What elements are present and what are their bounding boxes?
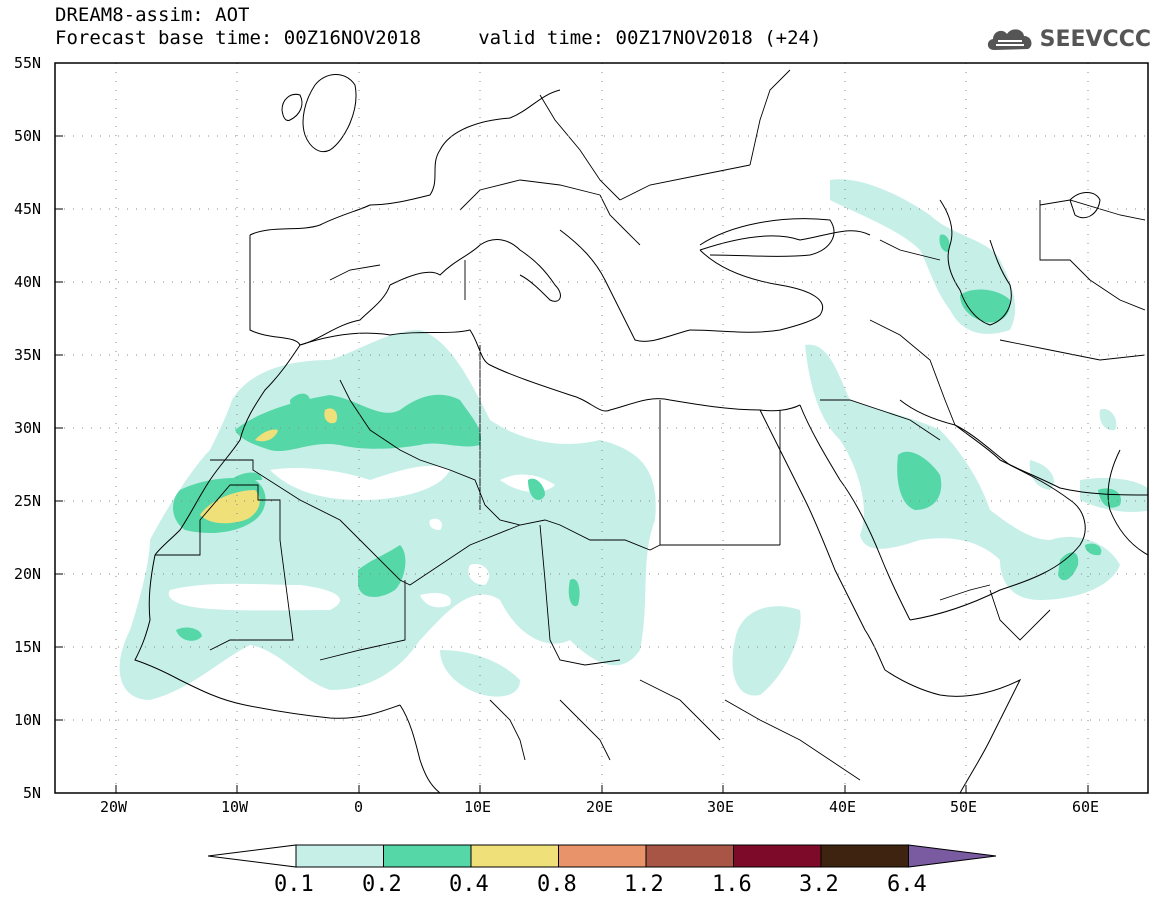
colorbar-segment-over xyxy=(908,844,997,868)
lon-label: 10E xyxy=(464,798,492,816)
colorbar-segment xyxy=(295,844,384,868)
colorbar-label: 1.6 xyxy=(712,872,752,897)
lat-label: 40N xyxy=(14,273,42,291)
lat-label: 10N xyxy=(14,711,42,729)
colorbar-segment xyxy=(470,844,559,868)
colorbar-label: 6.4 xyxy=(887,872,927,897)
lon-label: 0 xyxy=(354,798,364,816)
axis-ticks xyxy=(55,62,1089,794)
colorbar-label: 1.2 xyxy=(624,872,664,897)
lat-label: 25N xyxy=(14,492,42,510)
seevccc-logo: SEEVCCC xyxy=(984,22,1151,56)
map-frame-bg xyxy=(55,63,1148,793)
coastlines xyxy=(134,89,1148,793)
colorbar-label: 0.1 xyxy=(274,872,314,897)
political-borders xyxy=(155,69,1146,781)
colorbar-segment xyxy=(645,844,734,868)
lat-label: 55N xyxy=(14,54,42,72)
colorbar-label: 0.8 xyxy=(537,872,577,897)
colorbar-label: 0.4 xyxy=(449,872,489,897)
colorbar xyxy=(207,844,997,868)
lat-label: 20N xyxy=(14,565,42,583)
map-title: DREAM8-assim: AOT xyxy=(55,4,250,26)
logo-text: SEEVCCC xyxy=(1039,26,1151,52)
lon-label: 20W xyxy=(100,798,128,816)
aot-band-0.4 xyxy=(200,408,338,524)
lon-label: 20E xyxy=(586,798,614,816)
lat-label: 35N xyxy=(14,346,42,364)
cloud-icon xyxy=(987,29,1032,50)
lon-label: 60E xyxy=(1072,798,1100,816)
map-subtitle: Forecast base time: 00Z16NOV2018 valid t… xyxy=(55,27,822,49)
lon-label: 40E xyxy=(829,798,857,816)
lon-label: 30E xyxy=(707,798,735,816)
lat-label: 50N xyxy=(14,127,42,145)
colorbar-segment xyxy=(558,844,647,868)
lat-label: 15N xyxy=(14,638,42,656)
colorbar-label: 3.2 xyxy=(799,872,839,897)
lon-label: 50E xyxy=(950,798,978,816)
lat-label: 30N xyxy=(14,419,42,437)
colorbar-segment xyxy=(820,844,909,868)
colorbar-segment xyxy=(733,844,822,868)
colorbar-label: 0.2 xyxy=(362,872,402,897)
colorbar-segment-under xyxy=(207,844,297,868)
lon-label: 10W xyxy=(221,798,249,816)
colorbar-segment xyxy=(383,844,472,868)
lat-label: 5N xyxy=(23,784,42,802)
lat-label: 45N xyxy=(14,200,42,218)
